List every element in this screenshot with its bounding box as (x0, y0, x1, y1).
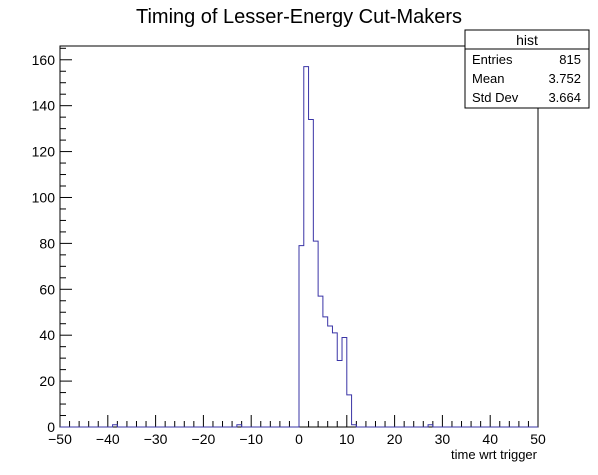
x-axis: −50 −40 −30 −20 −10 0 10 20 30 40 50 (48, 415, 546, 447)
y-tick-label: 160 (32, 52, 56, 68)
stats-mean-value: 3.752 (548, 71, 581, 86)
stats-entries-value: 815 (559, 52, 581, 67)
x-tick-label: 50 (530, 431, 546, 447)
histogram-bin (318, 296, 323, 427)
x-axis-title: time wrt trigger (451, 447, 538, 462)
histogram-bin (299, 246, 304, 427)
y-tick-label: 20 (39, 373, 55, 389)
x-tick-label: 20 (387, 431, 403, 447)
y-tick-label: 140 (32, 98, 56, 114)
histogram-bin (309, 119, 314, 427)
x-tick-label: 10 (339, 431, 355, 447)
histogram-bin (332, 333, 337, 427)
stats-mean-label: Mean (472, 71, 505, 86)
x-tick-label: −50 (48, 431, 72, 447)
y-tick-label: 0 (47, 419, 55, 435)
y-tick-label: 120 (32, 144, 56, 160)
x-tick-label: 40 (482, 431, 498, 447)
stats-entries-label: Entries (472, 52, 513, 67)
x-tick-label: −20 (192, 431, 216, 447)
histogram-outline (60, 66, 538, 428)
x-tick-label: −10 (239, 431, 263, 447)
chart-title: Timing of Lesser-Energy Cut-Makers (136, 6, 462, 28)
x-tick-label: −40 (96, 431, 120, 447)
stats-box: hist Entries 815 Mean 3.752 Std Dev 3.66… (464, 29, 590, 109)
stats-stddev-label: Std Dev (472, 90, 519, 105)
histogram-bin (347, 395, 352, 427)
histogram-bin (304, 67, 309, 427)
y-tick-label: 40 (39, 327, 55, 343)
stats-box-title: hist (516, 32, 538, 48)
histogram-bin (328, 326, 333, 427)
x-tick-label: 30 (435, 431, 451, 447)
stats-stddev-value: 3.664 (548, 90, 581, 105)
x-tick-label: −30 (144, 431, 168, 447)
x-tick-label: 0 (295, 431, 303, 447)
histogram-bins (60, 66, 538, 428)
y-tick-label: 60 (39, 281, 55, 297)
y-axis: 0 20 40 60 80 100 120 140 160 (32, 47, 72, 435)
stats-box-frame (464, 29, 590, 109)
y-tick-label: 100 (32, 189, 56, 205)
histogram-bin (342, 337, 347, 427)
histogram-bin (337, 360, 342, 427)
histogram-bin (313, 241, 318, 427)
y-tick-label: 80 (39, 235, 55, 251)
histogram-bin (323, 317, 328, 427)
